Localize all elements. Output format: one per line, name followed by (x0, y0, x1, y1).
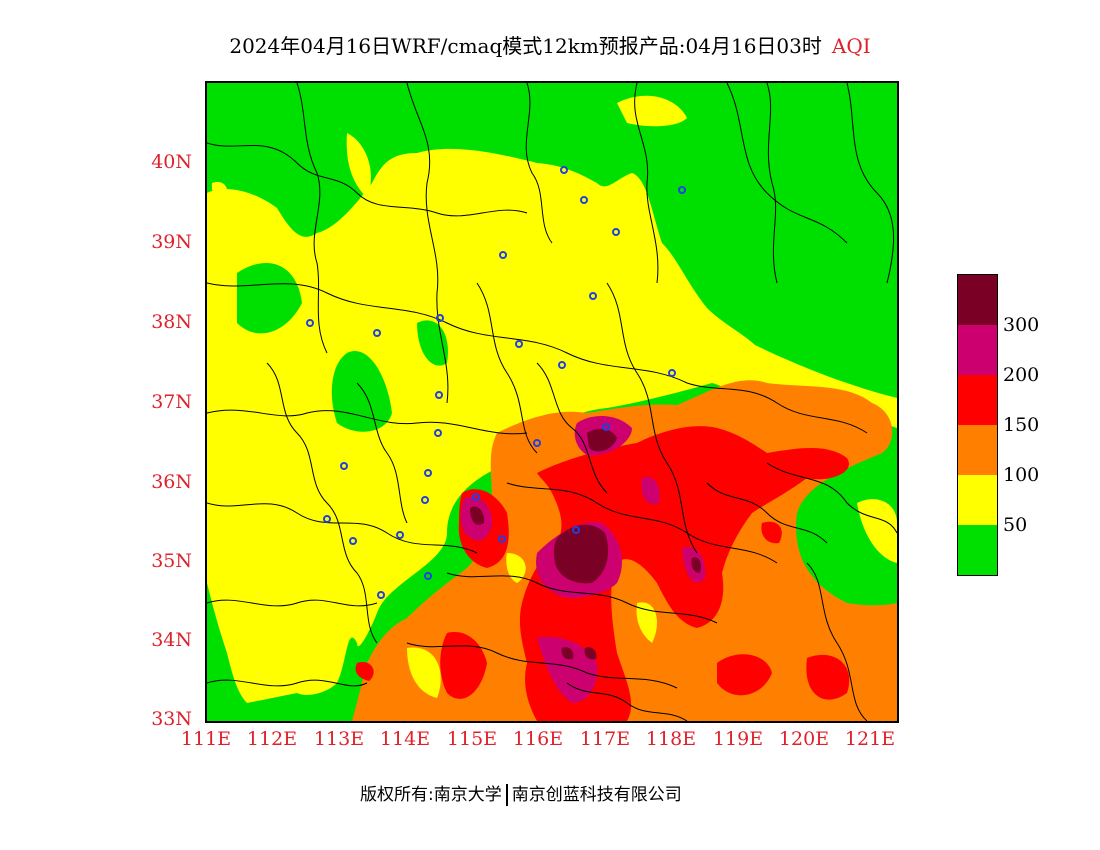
legend-swatch-usg (958, 425, 997, 475)
aqi-moderate-region (346, 133, 371, 198)
lon-label: 111E (180, 728, 232, 750)
station-marker (421, 496, 429, 504)
station-marker (668, 369, 676, 377)
aqi-hazardous-region (587, 428, 617, 452)
aqi-hazardous-region (561, 647, 574, 660)
footer-copyright: 版权所有:南京大学 (360, 785, 502, 805)
legend-label: 300 (1003, 314, 1040, 336)
station-marker (396, 531, 404, 539)
lon-label: 112E (246, 728, 298, 750)
lon-label: 115E (446, 728, 498, 750)
legend-swatch-good (958, 525, 997, 575)
footer-credits: 版权所有:南京大学 南京创蓝科技有限公司 (360, 780, 682, 806)
station-marker (560, 166, 568, 174)
lon-label: 118E (645, 728, 697, 750)
map-title: 2024年04月16日WRF/cmaq模式12km预报产品:04月16日03时 A… (0, 30, 1100, 59)
lat-label: 40N (151, 151, 192, 173)
legend-swatch-very-unhealthy (958, 325, 997, 375)
monitoring-stations (306, 166, 686, 599)
station-marker (424, 572, 432, 580)
station-marker (434, 429, 442, 437)
lat-label: 39N (151, 231, 192, 253)
aqi-unhealthy-region (806, 654, 850, 700)
station-marker (572, 526, 580, 534)
legend-label: 50 (1003, 514, 1028, 536)
aqi-unhealthy-region (519, 426, 849, 721)
lat-label: 38N (151, 311, 192, 333)
lon-label: 113E (313, 728, 365, 750)
aqi-unhealthy-region (761, 521, 782, 544)
station-marker (472, 493, 480, 501)
lat-label: 36N (151, 471, 192, 493)
lat-label: 34N (151, 629, 192, 651)
lat-label: 35N (151, 550, 192, 572)
aqi-very-unhealthy-region (537, 636, 598, 703)
aqi-hazardous-region (584, 647, 597, 660)
station-marker (589, 292, 597, 300)
aqi-unhealthy-region (355, 662, 374, 681)
station-marker (424, 469, 432, 477)
map-title-main: 2024年04月16日WRF/cmaq模式12km预报产品:04月16日03时 (229, 34, 822, 58)
aqi-hazardous-region (470, 506, 485, 525)
station-marker (515, 340, 523, 348)
legend-swatch-moderate (958, 475, 997, 525)
aqi-very-unhealthy-region (641, 476, 660, 505)
lon-label: 120E (778, 728, 830, 750)
map-title-variable: AQI (831, 34, 871, 58)
station-marker (349, 537, 357, 545)
legend-label: 200 (1003, 364, 1040, 386)
aqi-good-area (687, 159, 727, 188)
lat-label: 37N (151, 391, 192, 413)
administrative-boundaries (207, 83, 897, 721)
station-marker (436, 314, 444, 322)
legend-label: 150 (1003, 414, 1040, 436)
station-marker (306, 319, 314, 327)
footer-separator (505, 784, 508, 806)
station-marker (678, 186, 686, 194)
station-marker (558, 361, 566, 369)
aqi-moderate-region (407, 647, 441, 698)
station-marker (612, 228, 620, 236)
station-marker (377, 591, 385, 599)
aqi-contour-map (205, 81, 899, 723)
station-marker (580, 196, 588, 204)
station-marker (323, 515, 331, 523)
aqi-hazardous-region (553, 524, 609, 584)
station-marker (435, 391, 443, 399)
station-marker (373, 329, 381, 337)
lat-label: 33N (151, 708, 192, 730)
aqi-good-area (331, 351, 392, 432)
aqi-unhealthy-region (440, 632, 487, 699)
lon-label: 119E (712, 728, 764, 750)
lon-label: 117E (579, 728, 631, 750)
legend-swatch-unhealthy (958, 375, 997, 425)
station-marker (499, 251, 507, 259)
station-marker (602, 423, 610, 431)
lon-label: 116E (512, 728, 564, 750)
aqi-good-area (237, 263, 302, 334)
legend-label: 100 (1003, 464, 1040, 486)
lon-label: 114E (379, 728, 431, 750)
aqi-color-legend (957, 274, 998, 576)
legend-swatch-hazardous (958, 275, 997, 325)
station-marker (498, 535, 506, 543)
aqi-unhealthy-region (717, 654, 772, 696)
aqi-moderate-region (506, 553, 526, 583)
aqi-moderate-region (211, 182, 228, 203)
station-marker (533, 439, 541, 447)
station-marker (340, 462, 348, 470)
aqi-hazardous-region (691, 557, 702, 573)
footer-company: 南京创蓝科技有限公司 (511, 785, 682, 805)
lon-label: 121E (844, 728, 896, 750)
aqi-moderate-region (636, 602, 657, 643)
